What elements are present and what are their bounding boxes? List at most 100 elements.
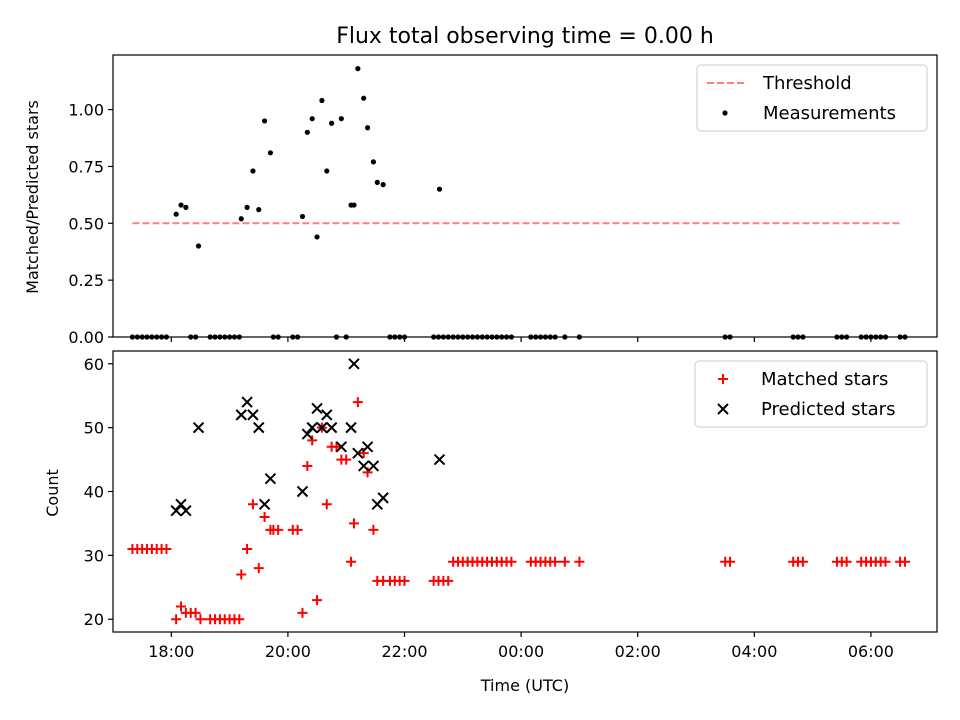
predicted-star-point	[321, 409, 333, 421]
legend-label: Threshold	[762, 73, 852, 94]
predicted-star-point	[180, 504, 192, 517]
predicted-star-point	[247, 409, 259, 421]
measurement-point	[380, 182, 386, 188]
matched-star-point	[797, 556, 808, 567]
measurement-point	[844, 334, 850, 340]
matched-star-point	[725, 556, 736, 567]
matched-star-point	[190, 607, 201, 618]
measurement-point	[299, 213, 306, 220]
measurement-point	[401, 334, 408, 340]
measurement-point	[465, 334, 471, 340]
measurement-point	[562, 334, 568, 340]
measurement-point	[445, 334, 451, 340]
measurement-point	[244, 204, 250, 210]
matched-star-point	[506, 556, 517, 567]
matched-star-point	[161, 543, 172, 554]
predicted-star-point	[170, 504, 182, 517]
measurement-point	[431, 334, 437, 340]
measurement-point	[727, 334, 733, 340]
measurement-point	[139, 334, 145, 340]
measurement-point	[364, 125, 371, 131]
matched-star-point	[171, 614, 182, 625]
predicted-star-point	[357, 460, 370, 472]
measurement-point	[212, 334, 218, 340]
y-tick-label: 0.50	[68, 214, 104, 233]
measurement-point	[134, 334, 140, 340]
matched-star-point	[399, 575, 410, 586]
legend-label: Measurements	[763, 103, 896, 124]
measurement-point	[309, 116, 315, 122]
measurement-point	[329, 120, 335, 126]
matched-star-point	[348, 518, 359, 529]
bottom-y-axis-label: Count	[43, 469, 62, 517]
x-axis-label: Time (UTC)	[480, 676, 569, 695]
measurement-point	[897, 334, 903, 340]
predicted-star-point	[253, 421, 265, 434]
top-y-axis-label: Matched/Predicted stars	[23, 100, 42, 294]
measurement-point	[552, 334, 558, 340]
matched-star-point	[247, 499, 258, 510]
measurement-point	[192, 334, 199, 340]
measurement-point	[460, 334, 466, 340]
measurement-point	[178, 202, 184, 208]
measurement-point	[231, 334, 238, 340]
x-tick-label: 18:00	[148, 642, 194, 661]
legend-box	[694, 360, 928, 428]
measurement-point	[474, 334, 480, 340]
measurement-point	[207, 334, 213, 340]
predicted-star-point	[316, 421, 328, 434]
legend-label: Matched stars	[761, 369, 888, 390]
measurement-point	[256, 207, 262, 213]
measurement-point	[547, 334, 553, 340]
matched-star-point	[307, 435, 318, 446]
legend-entry: Matched stars	[718, 369, 888, 390]
measurement-point	[435, 334, 442, 340]
matched-star-point	[312, 595, 323, 606]
measurement-point	[217, 334, 223, 340]
legend-label: Predicted stars	[761, 399, 895, 420]
measurement-point	[290, 334, 296, 340]
bottom-panel: 20 30 40 50 60 18:00 20:00 22:00 00:00 02:00 04:00…	[84, 350, 938, 661]
measurement-point	[183, 204, 189, 210]
x-tick-label: 04:00	[731, 642, 777, 661]
measurement-point	[542, 334, 549, 340]
predicted-star-point	[306, 421, 318, 434]
matched-star-point	[253, 563, 264, 574]
x-tick-label: 20:00	[265, 642, 311, 661]
axes-frame	[112, 54, 938, 338]
matched-star-point	[559, 556, 570, 567]
measurement-point	[537, 334, 544, 340]
matched-star-point	[341, 454, 352, 465]
predicted-star-point	[258, 498, 271, 510]
series-measurements	[129, 66, 908, 340]
predicted-star-point	[348, 358, 360, 370]
matched-star-point	[443, 575, 454, 586]
measurement-point	[355, 66, 361, 72]
measurement-point	[533, 334, 539, 340]
predicted-star-point	[325, 421, 338, 434]
measurement-point	[267, 150, 274, 156]
predicted-star-point	[361, 441, 374, 453]
measurement-point	[261, 118, 268, 124]
top-panel: 0.00 0.25 0.50 0.75 1.00 Threshold Measurement…	[68, 54, 938, 347]
measurement-point	[314, 234, 320, 240]
legend: Matched stars Predicted stars	[694, 360, 928, 428]
predicted-star-point	[192, 421, 205, 434]
measurement-point	[868, 334, 874, 340]
predicted-star-point	[241, 396, 253, 408]
measurement-point	[834, 334, 840, 340]
matched-star-point	[292, 524, 303, 535]
predicted-star-point	[235, 409, 247, 421]
measurement-point	[250, 168, 256, 174]
measurement-point	[576, 334, 583, 340]
legend: Threshold Measurements	[696, 64, 928, 132]
measurement-point	[494, 334, 500, 340]
measurement-point	[361, 95, 367, 101]
measurement-point	[508, 334, 514, 340]
measurement-point	[222, 334, 228, 340]
predicted-star-point	[296, 485, 309, 498]
matched-star-point	[273, 524, 284, 535]
y-tick-label: 0.25	[68, 271, 104, 290]
measurement-point	[839, 334, 845, 340]
measurement-point	[304, 129, 310, 135]
